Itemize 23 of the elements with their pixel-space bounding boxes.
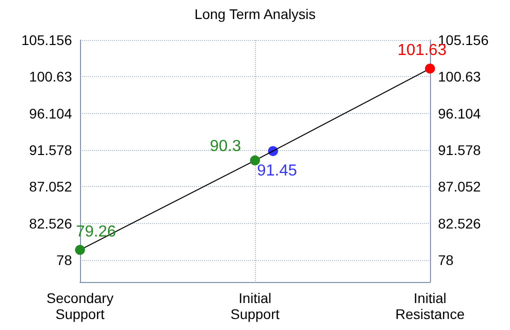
x-tick-label: Initial Support: [230, 290, 280, 322]
y2-tick-label: 87.052: [438, 178, 482, 195]
point: [425, 64, 435, 74]
y-tick-label: 78: [56, 252, 72, 268]
y2-tick-label: 100.63: [438, 68, 482, 85]
point: [75, 244, 85, 255]
point: [250, 155, 260, 166]
data-label: 90.3: [210, 138, 242, 155]
y-tick-label: 96.104: [29, 105, 72, 122]
y2-tick-label: 96.104: [438, 105, 482, 122]
y2-tick-label: 78: [438, 252, 454, 268]
x-tick-label: Secondary Support: [46, 290, 114, 322]
data-label: 101.63: [398, 42, 447, 60]
y-tick-label: 87.052: [29, 178, 72, 195]
data-label: 91.45: [256, 162, 298, 180]
x-tick-label: Initial Resistance: [395, 290, 465, 322]
chart-title: Long Term Analysis: [194, 6, 316, 22]
y-tick-label: 100.63: [29, 68, 72, 85]
y2-tick-label: 91.578: [438, 142, 482, 158]
y2-tick-label: 82.526: [438, 215, 482, 232]
y-tick-label: 91.578: [29, 142, 72, 158]
y-tick-label: 105.156: [21, 32, 72, 48]
y-tick-label: 82.526: [29, 215, 72, 232]
